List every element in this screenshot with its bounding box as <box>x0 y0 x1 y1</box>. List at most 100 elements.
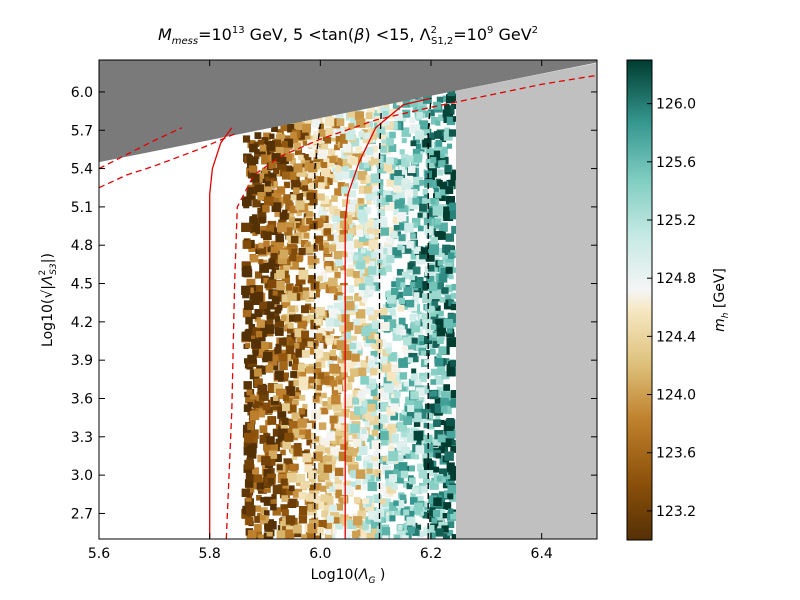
scan-point <box>355 479 362 485</box>
scan-point <box>358 290 365 297</box>
scan-point <box>335 111 344 120</box>
scan-point <box>444 262 453 271</box>
scan-point <box>369 261 376 268</box>
scan-point <box>370 173 381 184</box>
colorbar-tick-label: 125.2 <box>656 213 696 229</box>
scan-point <box>302 140 308 146</box>
scan-point <box>332 222 340 230</box>
scan-point <box>324 444 334 453</box>
scan-point <box>251 173 260 183</box>
y-tick-label: 5.7 <box>71 123 93 139</box>
scan-point <box>309 197 318 206</box>
scan-point <box>302 132 311 141</box>
scan-point <box>411 296 419 305</box>
scan-point <box>350 348 360 359</box>
scan-point <box>355 145 362 153</box>
scan-point <box>337 295 343 301</box>
scan-point <box>270 503 277 511</box>
scan-point <box>400 282 406 288</box>
scan-point <box>435 528 444 537</box>
scan-point <box>416 463 425 472</box>
scan-point <box>418 335 425 342</box>
scan-point <box>284 221 293 230</box>
scan-point <box>329 205 338 215</box>
scan-point <box>249 335 256 341</box>
scan-point <box>403 481 410 488</box>
scan-point <box>420 210 426 216</box>
scan-point <box>358 446 368 455</box>
scan-point <box>438 114 445 121</box>
scan-point <box>399 222 408 231</box>
scan-point <box>438 273 448 283</box>
scan-point <box>413 153 423 163</box>
scan-point <box>356 229 364 237</box>
scan-point <box>274 211 280 217</box>
scan-point <box>272 484 283 495</box>
excluded-region-right <box>455 62 597 539</box>
scan-point <box>264 510 270 516</box>
scan-point <box>365 261 372 268</box>
scan-point <box>328 148 336 156</box>
scan-point <box>306 366 314 374</box>
colorbar-tick-label: 124.4 <box>656 329 696 345</box>
scan-point <box>293 187 300 194</box>
scan-point <box>320 376 329 385</box>
scan-point <box>367 481 377 492</box>
scan-point <box>329 512 339 522</box>
scan-point <box>344 362 355 373</box>
scan-point <box>430 379 436 385</box>
y-tick-label: 2.7 <box>71 506 93 522</box>
scan-point <box>334 271 341 279</box>
scan-point <box>317 193 325 201</box>
scan-point <box>260 507 268 515</box>
scan-point <box>274 370 284 380</box>
scan-point <box>422 281 432 291</box>
scan-point <box>393 224 400 231</box>
scan-point <box>314 483 322 491</box>
scan-point <box>373 185 380 192</box>
contours <box>99 74 597 539</box>
scan-point <box>308 329 317 338</box>
scan-point <box>411 368 417 374</box>
scan-point <box>252 467 260 475</box>
scan-point <box>366 121 374 128</box>
scan-point <box>382 465 391 475</box>
scan-point <box>317 327 326 336</box>
scan-point <box>360 248 366 254</box>
scan-point <box>293 358 299 365</box>
scan-point <box>399 384 406 392</box>
scan-point <box>436 282 444 290</box>
scan-point <box>299 225 307 233</box>
scan-point <box>371 410 377 416</box>
colorbar-tick-label: 124.0 <box>656 388 696 404</box>
scan-point <box>401 345 409 353</box>
chart-title: Mmess=1013 GeV, 5 <tan(β) <15, Λ2 S1,2=10… <box>158 25 538 47</box>
scan-point <box>327 404 333 410</box>
scan-point <box>331 528 337 535</box>
scan-point <box>448 465 458 475</box>
y-tick-label: 5.1 <box>71 200 93 216</box>
scan-point <box>444 294 452 302</box>
scan-point <box>309 346 318 355</box>
scan-point <box>446 418 455 426</box>
scan-point <box>330 379 338 387</box>
scan-point <box>320 203 329 212</box>
scan-point <box>422 511 430 519</box>
scan-point <box>330 437 337 444</box>
scan-point <box>361 297 368 303</box>
scan-point <box>319 470 330 480</box>
scan-point <box>249 143 258 153</box>
scan-point <box>424 359 430 365</box>
scan-point <box>391 483 398 490</box>
scan-point <box>409 274 415 281</box>
scan-point <box>357 367 367 376</box>
scan-point <box>360 359 370 370</box>
scan-point <box>448 274 454 280</box>
scan-point <box>282 209 288 216</box>
scan-point <box>452 267 458 273</box>
scan-point <box>291 248 298 255</box>
scan-point <box>272 311 280 319</box>
scan-point <box>242 135 251 143</box>
scan-point <box>325 178 333 185</box>
scan-point <box>400 329 407 336</box>
